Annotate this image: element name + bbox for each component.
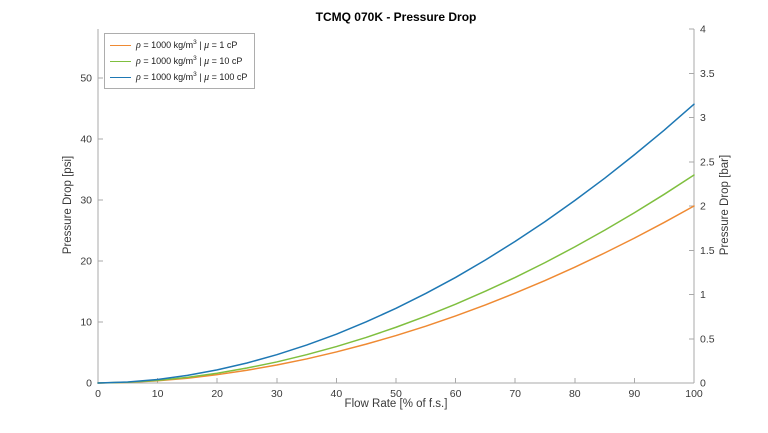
x-tick-label: 80 xyxy=(569,388,581,400)
x-tick-label: 100 xyxy=(685,388,703,400)
x-tick-label: 0 xyxy=(95,388,101,400)
x-tick-label: 20 xyxy=(211,388,223,400)
x-tick-label: 40 xyxy=(331,388,343,400)
y-right-tick-label: 3 xyxy=(700,112,706,124)
legend-entry-label: ρ = 1000 kg/m3 | μ = 1 cP xyxy=(136,38,238,51)
y-right-tick-label: 2 xyxy=(700,201,706,213)
legend-line-sample-orange xyxy=(110,44,131,46)
y-right-tick-label: 0 xyxy=(700,378,706,390)
legend-entry-label: ρ = 1000 kg/m3 | μ = 100 cP xyxy=(136,70,248,83)
y-right-tick-label: 4 xyxy=(700,24,706,36)
legend-entry: ρ = 1000 kg/m3 | μ = 1 cP xyxy=(110,37,247,53)
y-left-tick-label: 40 xyxy=(80,133,92,145)
x-tick-label: 70 xyxy=(509,388,521,400)
y-right-tick-label: 3.5 xyxy=(700,68,715,80)
y-left-tick-label: 50 xyxy=(80,72,92,84)
series-line-1 xyxy=(97,174,695,384)
y-right-tick-label: 1 xyxy=(700,289,706,301)
series-line-0 xyxy=(97,205,695,384)
x-tick-label: 50 xyxy=(390,388,402,400)
legend-entry-label: ρ = 1000 kg/m3 | μ = 10 cP xyxy=(136,54,243,67)
x-tick-label: 10 xyxy=(152,388,164,400)
x-axis-label: Flow Rate [% of f.s.] xyxy=(344,398,448,410)
x-tick-label: 30 xyxy=(271,388,283,400)
y-left-tick-label: 30 xyxy=(80,194,92,206)
y-right-tick-label: 2.5 xyxy=(700,156,715,168)
legend-line-sample-blue xyxy=(110,76,131,78)
legend-line-sample-green xyxy=(110,60,131,62)
y-left-tick-label: 20 xyxy=(80,255,92,267)
y-left-tick-label: 10 xyxy=(80,316,92,328)
x-tick-label: 60 xyxy=(450,388,462,400)
y-right-tick-label: 1.5 xyxy=(700,245,715,257)
series-line-2 xyxy=(97,103,695,384)
legend-entry: ρ = 1000 kg/m3 | μ = 10 cP xyxy=(110,53,247,69)
legend: ρ = 1000 kg/m3 | μ = 1 cP ρ = 1000 kg/m3… xyxy=(104,33,256,89)
x-tick-label: 90 xyxy=(629,388,641,400)
y-right-tick-label: 0.5 xyxy=(700,333,715,345)
y-right-axis-label: Pressure Drop [bar] xyxy=(719,154,731,256)
y-left-axis-label: Pressure Drop [psi] xyxy=(62,155,74,255)
legend-entry: ρ = 1000 kg/m3 | μ = 100 cP xyxy=(110,69,247,85)
y-left-tick-label: 0 xyxy=(86,378,92,390)
chart-title: TCMQ 070K - Pressure Drop xyxy=(315,10,477,24)
